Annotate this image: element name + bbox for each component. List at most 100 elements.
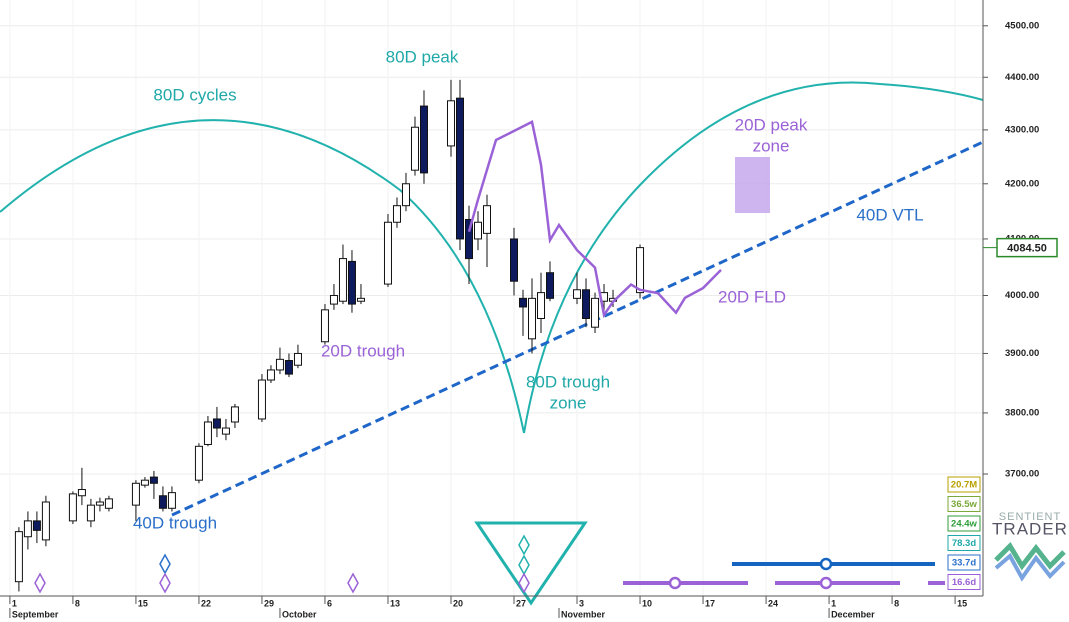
x-tick-label: 10	[642, 598, 652, 608]
x-tick-label: 15	[138, 598, 148, 608]
y-tick-label: 3700.00	[1005, 469, 1039, 480]
x-tick-label: 13	[390, 598, 400, 608]
x-tick-label: 17	[705, 598, 715, 608]
candle-body	[68, 493, 77, 522]
y-tick-label: 4400.00	[1005, 72, 1039, 83]
cycle-label: 78.3d	[952, 538, 976, 549]
diamond	[159, 572, 171, 594]
x-tick-label: 22	[201, 598, 211, 608]
x-tick-label: 15	[957, 598, 967, 608]
candle-body	[636, 247, 645, 294]
y-tick-label: 4500.00	[1005, 20, 1039, 31]
y-tick-label: 3800.00	[1005, 407, 1039, 418]
cycle-label: 33.7d	[952, 558, 976, 569]
cycle-label-box	[947, 535, 981, 551]
vtl-line	[171, 140, 984, 517]
cycle-arc	[0, 119, 525, 434]
candle-body	[383, 221, 392, 285]
y-tick-label: 3900.00	[1005, 348, 1039, 359]
candle-body	[410, 126, 419, 171]
candle-body	[582, 289, 591, 319]
logo: SENTIENT TRADER	[992, 511, 1067, 582]
candle-body	[464, 218, 473, 260]
annotation: zone	[550, 393, 587, 412]
candle-body	[284, 360, 293, 375]
price-tag-label: 4084.50	[1007, 243, 1047, 255]
projection-dot	[819, 557, 833, 571]
candle-body	[347, 260, 356, 305]
annotation: 80D trough	[526, 372, 610, 391]
candle-body	[528, 297, 537, 340]
candle-body	[320, 309, 329, 343]
x-tick-label: 29	[264, 598, 274, 608]
annotation: 20D peak	[735, 115, 808, 134]
candle-body	[591, 297, 600, 328]
annotation: 20D FLD	[718, 287, 786, 306]
candle-body	[473, 221, 482, 240]
candle-body	[537, 292, 546, 319]
candle-body	[23, 520, 32, 538]
logo-mark	[994, 552, 1066, 582]
candle-body	[519, 297, 528, 308]
cycle-arc	[523, 81, 984, 434]
candle-body	[41, 501, 50, 541]
cycle-label: 24.4w	[951, 519, 977, 530]
candle-body	[95, 501, 104, 506]
annotation: 40D VTL	[856, 205, 923, 224]
month-label: December	[831, 609, 875, 619]
projection-dot	[668, 576, 682, 590]
x-tick-label: 20	[453, 598, 463, 608]
candle-body	[14, 531, 23, 583]
candle-body	[482, 205, 491, 234]
diamond	[34, 572, 46, 594]
cycle-projections	[623, 557, 945, 590]
candle-body	[257, 379, 266, 420]
cycle-label: 16.6d	[952, 577, 976, 588]
y-tick-label: 4000.00	[1005, 290, 1039, 301]
x-tick-label: 24	[768, 598, 778, 608]
candle-body	[293, 352, 302, 366]
candle-body	[446, 100, 455, 147]
candle-body	[77, 489, 86, 497]
cycle-label-box	[947, 515, 981, 532]
x-tick-label: 8	[894, 598, 899, 608]
annotation: 40D trough	[133, 513, 217, 532]
plot	[14, 79, 722, 592]
candle-body	[338, 258, 347, 302]
candle-body	[104, 498, 113, 509]
annotation: 80D cycles	[153, 85, 236, 104]
candle-body	[230, 406, 239, 423]
candle-body	[149, 476, 158, 484]
x-tick-label: 1	[12, 598, 17, 608]
candle-body	[140, 479, 149, 486]
month-label: November	[561, 609, 606, 619]
candle-body	[329, 294, 338, 305]
candle-body	[419, 105, 428, 174]
diamonds	[34, 534, 530, 594]
candle-body	[546, 272, 555, 299]
diamond	[518, 534, 530, 556]
candle-body	[266, 369, 275, 381]
y-tick-label: 4200.00	[1005, 178, 1039, 189]
cycle-label-box	[947, 476, 981, 493]
candle-body	[32, 520, 41, 531]
cycle-label-box	[947, 574, 981, 590]
candle-body	[510, 238, 519, 282]
cycle-label: 20.7M	[951, 480, 977, 491]
candle-body	[167, 492, 176, 509]
candle-body	[221, 427, 230, 435]
logo-text: SENTIENT	[999, 511, 1061, 523]
annotation: 20D trough	[321, 341, 405, 360]
diamond	[347, 572, 359, 594]
peak-zone	[735, 157, 770, 213]
month-label: September	[12, 609, 59, 619]
candle-body	[131, 482, 140, 506]
logo-mark	[994, 541, 1066, 571]
cycle-label-box	[947, 496, 981, 512]
candle-body	[573, 289, 582, 299]
annotation: 80D peak	[386, 47, 459, 66]
candle-body	[356, 297, 365, 302]
x-tick-label: 1	[831, 598, 836, 608]
candle-body	[392, 205, 401, 223]
